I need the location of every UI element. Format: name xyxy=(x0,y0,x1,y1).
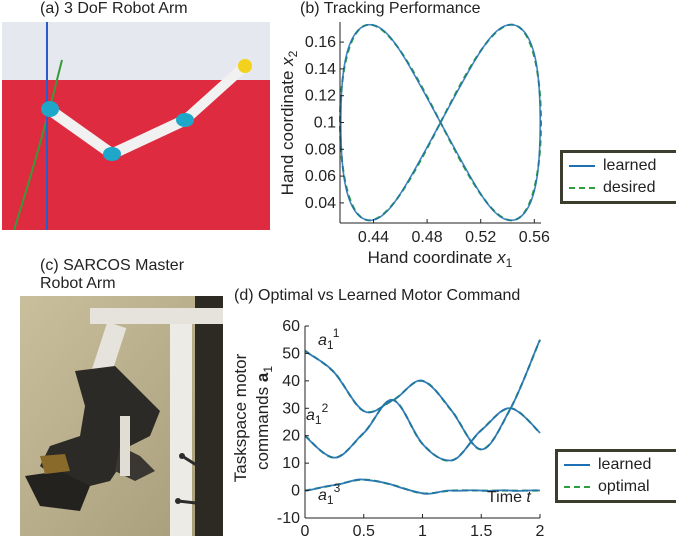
y-tick-label: -10 xyxy=(277,510,300,527)
arm-joint-1 xyxy=(41,101,59,117)
y-tick-label: 0.12 xyxy=(305,88,336,105)
panel-d-title: (d) Optimal vs Learned Motor Command xyxy=(234,287,521,304)
legend-desired-label: desired xyxy=(603,179,656,196)
legend-desired-swatch xyxy=(569,187,595,189)
y-tick-label: 0.06 xyxy=(305,168,336,185)
x-axis-label: Time t xyxy=(487,489,531,506)
panel-c-title-line1: (c) SARCOS Master xyxy=(40,257,185,274)
legend-learned-d-label: learned xyxy=(598,456,652,473)
panel-b-title: (b) Tracking Performance xyxy=(300,0,481,17)
sim-trajectory-line xyxy=(13,59,63,230)
y-tick-label: 40 xyxy=(282,373,300,390)
x-tick-label: 0.44 xyxy=(358,229,389,246)
x-tick-label: 1.5 xyxy=(470,523,492,537)
y-axis-label-line1: Taskspace motor xyxy=(231,353,250,482)
legend-item-learned-d: learned xyxy=(564,454,674,476)
x-tick-label: 1 xyxy=(418,523,427,537)
panel-c-title-line2: Robot Arm xyxy=(40,275,116,292)
legend-learned-swatch xyxy=(569,165,595,167)
tracking-legend: learned desired xyxy=(560,150,676,204)
legend-item-optimal: optimal xyxy=(564,476,674,498)
x-tick-label: 0.48 xyxy=(412,229,443,246)
legend-optimal-label: optimal xyxy=(598,478,650,495)
x-tick-label: 0.52 xyxy=(465,229,496,246)
series-optimal-curve-1 xyxy=(304,339,541,451)
curve-label-3: a13 xyxy=(318,481,341,507)
arm-joint-2 xyxy=(103,147,121,161)
series-learned xyxy=(339,23,542,222)
arm-link-1 xyxy=(44,104,118,160)
arm-end-effector xyxy=(238,59,252,73)
x-tick-label: 0.5 xyxy=(353,523,375,537)
x-tick-label: 0.56 xyxy=(519,229,550,246)
y-tick-label: 60 xyxy=(282,318,300,335)
y-tick-label: 0.14 xyxy=(305,61,336,78)
arm-joint-3 xyxy=(176,113,194,127)
series-learned-curve-2 xyxy=(304,399,541,462)
y-axis-label-line2: commands a1 xyxy=(253,366,275,470)
robot-arm-simulation-image xyxy=(2,22,270,230)
x-tick-label: 2 xyxy=(536,523,545,537)
y-tick-label: 0.1 xyxy=(314,115,336,132)
y-tick-label: 50 xyxy=(282,345,300,362)
curve-label-2: a12 xyxy=(306,401,329,427)
y-tick-label: 10 xyxy=(282,455,300,472)
x-axis-label: Hand coordinate x1 xyxy=(368,248,513,270)
panel-a-title: (a) 3 DoF Robot Arm xyxy=(40,0,188,17)
arm-link-3 xyxy=(180,61,250,125)
y-tick-label: 0.04 xyxy=(305,195,336,212)
series-learned-curve-3 xyxy=(304,478,541,495)
motor-legend: learned optimal xyxy=(555,449,676,503)
y-tick-label: 0 xyxy=(291,483,300,500)
y-tick-label: 20 xyxy=(282,428,300,445)
series-learned-curve-1 xyxy=(304,339,541,451)
x-tick-label: 0 xyxy=(301,523,310,537)
curve-label-1: a11 xyxy=(318,326,340,352)
y-axis-label: Hand coordinate x2 xyxy=(278,50,300,195)
y-tick-label: 0.08 xyxy=(305,141,336,158)
arm-link-2 xyxy=(106,114,191,160)
legend-learned-d-swatch xyxy=(564,464,590,466)
legend-item-learned: learned xyxy=(569,155,671,177)
sarcos-robot-arm-photo xyxy=(20,296,223,536)
y-tick-label: 0.16 xyxy=(305,34,336,51)
legend-optimal-swatch xyxy=(564,486,590,488)
legend-learned-label: learned xyxy=(603,157,657,174)
y-tick-label: 30 xyxy=(282,400,300,417)
legend-item-desired: desired xyxy=(569,177,671,199)
